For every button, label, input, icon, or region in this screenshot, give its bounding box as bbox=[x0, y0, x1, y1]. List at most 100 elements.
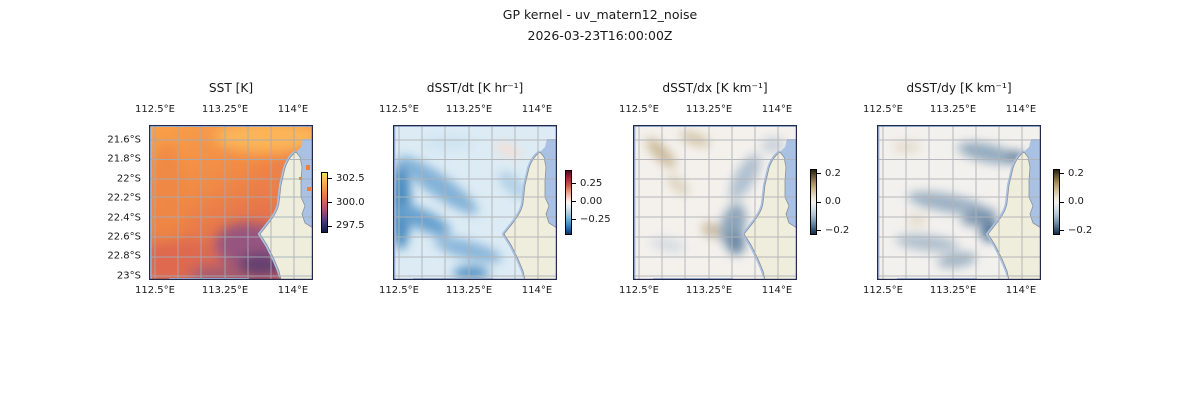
colorbar-tick: 0.25 bbox=[572, 178, 602, 190]
panel-dsst-dy-title: dSST/dy [K km⁻¹] bbox=[906, 81, 1012, 95]
colorbar-tick-label: 0.0 bbox=[825, 196, 841, 207]
ytick-label: 23°S bbox=[116, 270, 141, 282]
map-sst-image bbox=[149, 125, 313, 280]
colorbar-tick: −0.25 bbox=[572, 214, 611, 226]
figure-title: GP kernel - uv_matern12_noise bbox=[502, 7, 698, 22]
panel-sst: SST [K] 112.5°E 113.25°E 114°E bbox=[135, 80, 313, 302]
panel-dsst-dt-top-ticks: 112.5°E 113.25°E 114°E bbox=[379, 103, 557, 116]
tick-mark bbox=[1060, 201, 1064, 203]
ytick-label: 22.8°S bbox=[107, 250, 141, 262]
tick-mark bbox=[817, 173, 821, 175]
xtick-label: 112.5°E bbox=[619, 285, 659, 296]
colorbar-tick-label: 297.5 bbox=[336, 220, 365, 232]
map-dsst-dt-image bbox=[393, 125, 557, 280]
gulf-water bbox=[296, 139, 313, 228]
xtick-label: 112.5°E bbox=[379, 285, 419, 296]
colorbar-tick: 300.0 bbox=[328, 197, 365, 209]
xtick-label: 112.5°E bbox=[135, 104, 175, 115]
colorbar-tick: 0.0 bbox=[1060, 196, 1084, 208]
xtick-label: 112.5°E bbox=[135, 285, 175, 296]
tick-mark bbox=[1060, 230, 1064, 232]
ytick-label: 21.6°S bbox=[107, 134, 141, 146]
colorbar-dsst-dx: 0.2 0.0 −0.2 bbox=[810, 168, 849, 236]
map-dsst-dy-image bbox=[877, 125, 1041, 280]
colorbar-tick-label: 300.0 bbox=[336, 196, 365, 208]
colorbar-tick: 0.2 bbox=[1060, 168, 1084, 180]
tick-mark bbox=[817, 201, 821, 203]
xtick-label: 112.5°E bbox=[379, 104, 419, 115]
xtick-label: 113.25°E bbox=[445, 104, 493, 115]
xtick-label: 113.25°E bbox=[445, 285, 493, 296]
xtick-label: 113.25°E bbox=[929, 285, 977, 296]
gulf-water bbox=[780, 139, 797, 228]
tick-mark bbox=[328, 225, 332, 227]
map-dsst-dy bbox=[877, 125, 1041, 280]
xtick-label: 113.25°E bbox=[201, 104, 249, 115]
colorbar-dsst-dy: 0.2 0.0 −0.2 bbox=[1053, 168, 1092, 236]
ytick-label: 22.4°S bbox=[107, 212, 141, 224]
xtick-label: 112.5°E bbox=[863, 104, 903, 115]
grid-lines bbox=[633, 125, 797, 280]
colorbar-tick: 0.00 bbox=[572, 196, 602, 208]
panel-border bbox=[633, 125, 797, 280]
colorbar-tick-label: 0.2 bbox=[1068, 167, 1084, 179]
tick-mark bbox=[572, 183, 576, 185]
panel-dsst-dy-bottom-ticks: 112.5°E 113.25°E 114°E bbox=[863, 284, 1041, 297]
map-dsst-dx bbox=[633, 125, 797, 280]
ytick-label: 22.6°S bbox=[107, 231, 141, 243]
xtick-label: 114°E bbox=[277, 104, 309, 115]
colorbar-tick-label: 0.00 bbox=[580, 195, 603, 207]
panel-sst-bottom-ticks: 112.5°E 113.25°E 114°E bbox=[135, 284, 313, 297]
map-dsst-dt bbox=[393, 125, 557, 280]
xtick-label: 114°E bbox=[1005, 104, 1037, 115]
panel-dsst-dt-title: dSST/dt [K hr⁻¹] bbox=[426, 81, 524, 95]
colorbar-tick: 302.5 bbox=[328, 173, 365, 185]
panel-dsst-dx: dSST/dx [K km⁻¹] 112.5°E 113.25°E 114°E bbox=[619, 80, 797, 302]
xtick-label: 114°E bbox=[761, 104, 793, 115]
colorbar-tick-label: 0.2 bbox=[825, 167, 841, 179]
colorbar-tick-label: 0.25 bbox=[580, 177, 603, 189]
colorbar-tick: 297.5 bbox=[328, 220, 365, 232]
colorbar-tick: 0.0 bbox=[817, 196, 841, 208]
colorbar-sst: 302.5 300.0 297.5 bbox=[321, 172, 365, 233]
tick-mark bbox=[572, 219, 576, 220]
grid-lines bbox=[877, 125, 1041, 280]
xtick-label: 112.5°E bbox=[863, 285, 903, 296]
ytick-label: 21.8°S bbox=[107, 153, 141, 165]
tick-mark bbox=[572, 201, 576, 203]
tick-mark bbox=[1060, 173, 1064, 175]
colorbar-tick: 0.2 bbox=[817, 168, 841, 180]
panel-border bbox=[149, 125, 313, 280]
gulf-water bbox=[540, 139, 557, 228]
panel-border bbox=[393, 125, 557, 280]
xtick-label: 113.25°E bbox=[685, 104, 733, 115]
panel-dsst-dx-bottom-ticks: 112.5°E 113.25°E 114°E bbox=[619, 284, 797, 297]
panel-dsst-dt-bottom-ticks: 112.5°E 113.25°E 114°E bbox=[379, 284, 557, 297]
panel-sst-top-ticks: 112.5°E 113.25°E 114°E bbox=[135, 103, 313, 116]
panel-dsst-dt: dSST/dt [K hr⁻¹] 112.5°E 113.25°E 114°E bbox=[379, 80, 557, 302]
panel-dsst-dx-top-ticks: 112.5°E 113.25°E 114°E bbox=[619, 103, 797, 116]
colorbar-tick-label: −0.2 bbox=[1068, 224, 1093, 236]
grid-lines bbox=[393, 125, 557, 280]
grid-lines bbox=[149, 125, 313, 280]
colorbar-tick: −0.2 bbox=[1060, 225, 1092, 237]
panel-dsst-dy: dSST/dy [K km⁻¹] 112.5°E 113.25°E 114°E bbox=[863, 80, 1041, 302]
xtick-label: 113.25°E bbox=[929, 104, 977, 115]
colorbar-tick-label: −0.2 bbox=[825, 224, 850, 236]
map-sst bbox=[149, 125, 313, 280]
tick-mark bbox=[328, 178, 332, 180]
gulf-water bbox=[1024, 139, 1041, 228]
panel-dsst-dx-title: dSST/dx [K km⁻¹] bbox=[662, 81, 768, 95]
ytick-label: 22°S bbox=[116, 173, 141, 185]
xtick-label: 114°E bbox=[277, 285, 309, 296]
xtick-label: 114°E bbox=[521, 285, 553, 296]
panel-sst-title: SST [K] bbox=[208, 81, 254, 95]
colorbar-dsst-dt: 0.25 0.00 −0.25 bbox=[565, 170, 611, 235]
map-dsst-dx-image bbox=[633, 125, 797, 280]
tick-mark bbox=[328, 202, 332, 203]
ytick-label: 22.2°S bbox=[107, 192, 141, 204]
xtick-label: 114°E bbox=[521, 104, 553, 115]
latitude-axis: 21.6°S 21.8°S 22°S 22.2°S 22.4°S 22.6°S … bbox=[80, 125, 145, 282]
xtick-label: 113.25°E bbox=[201, 285, 249, 296]
